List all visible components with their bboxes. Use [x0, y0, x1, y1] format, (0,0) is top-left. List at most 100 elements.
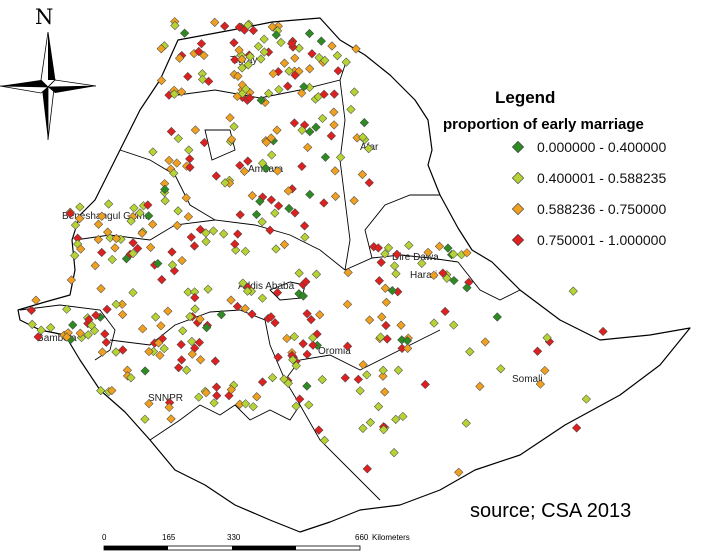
survey-point	[357, 169, 368, 180]
survey-point	[46, 323, 56, 333]
survey-point	[167, 247, 177, 257]
survey-point	[306, 315, 316, 325]
survey-point	[274, 84, 284, 95]
survey-point	[404, 240, 414, 250]
survey-point	[248, 25, 258, 36]
survey-point	[196, 39, 207, 49]
survey-point	[299, 82, 309, 92]
survey-point	[229, 38, 239, 48]
survey-point	[26, 305, 37, 315]
survey-point	[172, 158, 182, 168]
survey-point	[164, 155, 174, 166]
survey-point	[316, 36, 326, 46]
survey-point	[266, 133, 276, 143]
scale-tick-165: 165	[162, 533, 176, 542]
survey-point	[343, 267, 353, 278]
survey-point	[101, 337, 111, 347]
survey-point	[283, 81, 293, 91]
survey-point	[140, 414, 150, 424]
survey-point	[373, 402, 384, 412]
survey-point	[305, 64, 315, 74]
survey-point	[290, 208, 300, 218]
survey-point	[302, 349, 312, 359]
survey-point	[266, 312, 276, 322]
survey-point	[111, 347, 121, 357]
survey-point	[180, 28, 190, 38]
survey-point	[76, 244, 86, 254]
survey-point	[377, 312, 387, 322]
survey-point	[126, 373, 136, 383]
survey-point	[212, 391, 222, 401]
survey-point	[211, 171, 221, 181]
survey-point	[304, 82, 315, 93]
legend: Legend proportion of early marriage 0.00…	[443, 88, 666, 248]
survey-point	[195, 224, 205, 235]
survey-point	[174, 363, 184, 373]
survey-point	[304, 28, 315, 39]
survey-point	[267, 373, 278, 383]
survey-point	[449, 275, 459, 286]
survey-point	[330, 191, 341, 202]
survey-point	[143, 200, 153, 210]
survey-point	[203, 284, 213, 294]
survey-point	[65, 209, 75, 219]
survey-point	[267, 150, 277, 160]
survey-point	[201, 228, 211, 238]
survey-point	[448, 249, 459, 259]
survey-point	[156, 44, 166, 54]
survey-point	[393, 365, 403, 375]
region-label-oromia: Oromia	[318, 346, 351, 357]
survey-point	[211, 382, 222, 392]
survey-point	[230, 55, 240, 65]
survey-point	[237, 63, 247, 73]
survey-point	[90, 261, 100, 271]
survey-point	[186, 232, 196, 242]
survey-point	[272, 166, 283, 176]
survey-point	[93, 234, 103, 245]
survey-point	[291, 361, 301, 371]
survey-point	[137, 228, 147, 238]
survey-point	[462, 283, 472, 293]
survey-point	[429, 318, 439, 328]
survey-point	[252, 392, 262, 402]
survey-point	[397, 343, 407, 353]
survey-point	[342, 341, 353, 351]
survey-point	[155, 350, 165, 361]
region-label-somali: Somali	[512, 374, 543, 385]
survey-point	[62, 304, 72, 314]
legend-swatch	[511, 202, 525, 216]
survey-point	[240, 246, 251, 256]
survey-point	[396, 320, 406, 330]
survey-point	[351, 44, 361, 54]
survey-point	[96, 385, 106, 396]
survey-point	[170, 20, 180, 31]
survey-point	[268, 69, 278, 79]
survey-point	[183, 287, 193, 297]
survey-point	[256, 54, 266, 64]
survey-point	[185, 312, 195, 322]
survey-point	[402, 336, 413, 346]
survey-point	[118, 309, 128, 320]
survey-point	[146, 242, 156, 253]
survey-point	[389, 448, 399, 458]
scale-unit: Kilometers	[372, 533, 410, 542]
survey-point	[381, 320, 391, 331]
survey-point	[267, 22, 277, 32]
survey-point	[103, 227, 113, 237]
survey-point	[204, 76, 214, 86]
survey-point	[443, 243, 453, 253]
survey-point	[177, 87, 187, 97]
survey-point	[284, 203, 294, 214]
survey-point	[122, 365, 132, 375]
survey-point	[598, 326, 608, 337]
survey-point	[83, 330, 93, 340]
survey-point	[237, 54, 247, 64]
legend-item-label: 0.000000 - 0.400000	[537, 139, 666, 155]
survey-point	[104, 199, 114, 209]
survey-point	[266, 195, 276, 205]
survey-point	[273, 352, 283, 362]
survey-point	[253, 41, 264, 52]
survey-point	[173, 133, 183, 144]
survey-point	[319, 435, 330, 445]
survey-point	[373, 243, 383, 253]
